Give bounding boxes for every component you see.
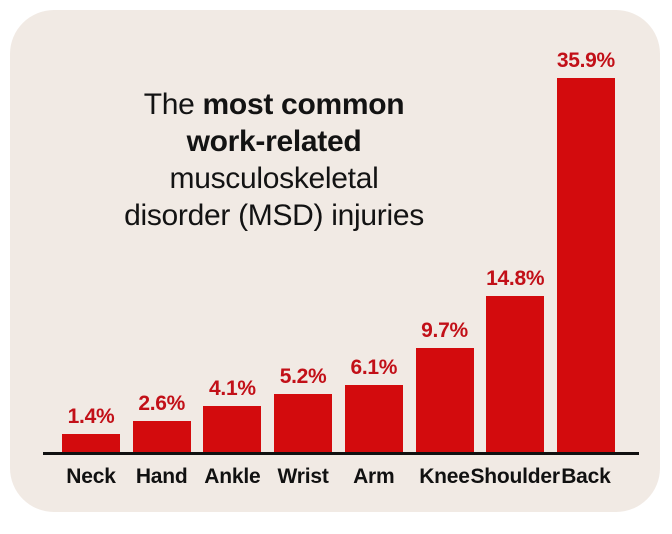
bar xyxy=(132,421,191,452)
title-line1-bold: most common xyxy=(202,88,405,121)
title-line1-light: The xyxy=(143,88,203,121)
category-label: Shoulder xyxy=(470,465,560,488)
bar-value-label: 1.4% xyxy=(67,404,115,428)
chart-title: The most common work-related musculoskelet… xyxy=(78,86,470,234)
bar xyxy=(415,348,474,452)
bar-value-label: 2.6% xyxy=(138,392,186,416)
category-label: Ankle xyxy=(204,465,261,488)
bar xyxy=(486,295,545,452)
bar-value-label: 9.7% xyxy=(421,319,468,343)
category-label: Back xyxy=(561,465,611,488)
category-label: Knee xyxy=(419,465,470,488)
category-label: Arm xyxy=(353,465,395,488)
bar xyxy=(556,78,615,452)
bar-value-label: 14.8% xyxy=(486,266,545,290)
title-line3: musculoskeletal xyxy=(169,162,379,195)
category-label: Hand xyxy=(135,465,188,488)
bar-value-label: 35.9% xyxy=(556,49,615,73)
bar-value-label: 4.1% xyxy=(209,376,256,400)
bar-chart: 1.4% Neck 2.6% Hand 4.1% Ankle 5.2% Wrist 6.1% Ar… xyxy=(10,10,672,534)
x-axis-line xyxy=(43,452,639,455)
bar xyxy=(344,385,403,452)
title-line2-bold: work-related xyxy=(186,125,362,158)
bar xyxy=(274,394,333,452)
bar xyxy=(203,405,262,452)
category-label: Wrist xyxy=(277,465,329,488)
infographic-card: The most common work-related musculoskelet… xyxy=(10,10,660,512)
bar-value-label: 5.2% xyxy=(279,365,327,389)
bar xyxy=(62,433,120,452)
category-label: Neck xyxy=(66,465,116,488)
bar-value-label: 6.1% xyxy=(350,356,398,380)
title-line4: disorder (MSD) injuries xyxy=(124,199,424,232)
